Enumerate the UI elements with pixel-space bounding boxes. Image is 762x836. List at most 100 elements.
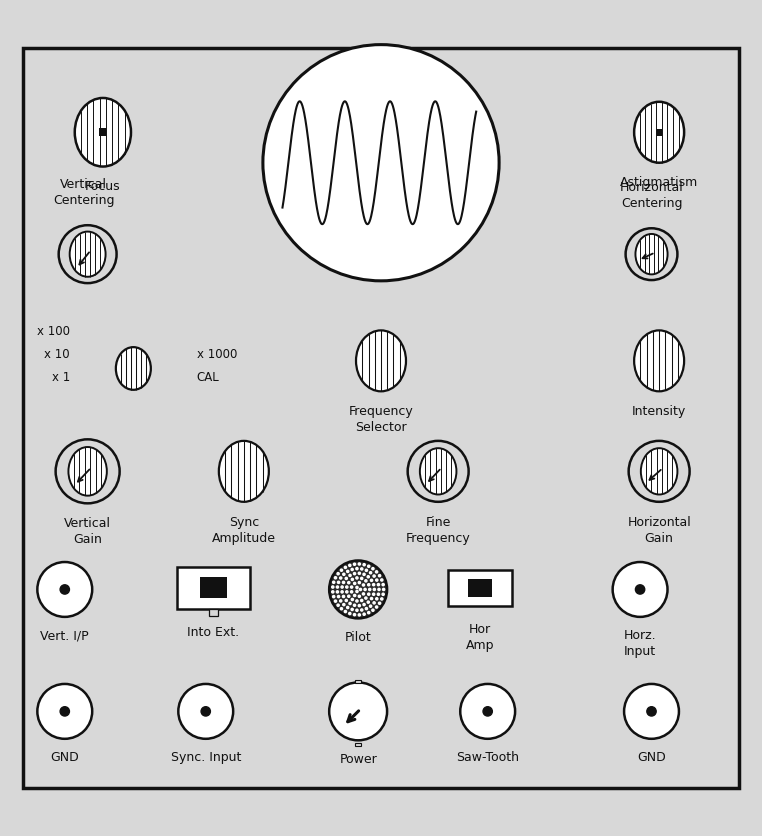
Circle shape <box>376 606 378 608</box>
Circle shape <box>369 589 371 590</box>
Circle shape <box>329 560 387 619</box>
Circle shape <box>636 585 645 594</box>
Text: Focus: Focus <box>85 181 120 193</box>
Circle shape <box>347 606 349 609</box>
Text: x 10: x 10 <box>44 349 70 361</box>
FancyBboxPatch shape <box>656 129 662 136</box>
Circle shape <box>376 579 378 581</box>
Text: Vertical
Gain: Vertical Gain <box>64 517 111 546</box>
Circle shape <box>341 569 343 571</box>
Circle shape <box>354 614 356 616</box>
Circle shape <box>342 581 344 584</box>
Ellipse shape <box>69 232 106 277</box>
Circle shape <box>379 574 381 577</box>
Text: x 1000: x 1000 <box>197 349 237 361</box>
Circle shape <box>360 599 363 602</box>
Ellipse shape <box>69 447 107 496</box>
Circle shape <box>367 565 370 568</box>
Circle shape <box>379 602 381 604</box>
Circle shape <box>338 595 340 598</box>
Circle shape <box>629 441 690 502</box>
Text: x 100: x 100 <box>37 325 70 339</box>
FancyBboxPatch shape <box>177 567 250 609</box>
Circle shape <box>263 44 499 281</box>
Circle shape <box>178 684 233 739</box>
Text: Power: Power <box>339 752 377 766</box>
Circle shape <box>358 572 360 574</box>
Circle shape <box>358 614 360 616</box>
Circle shape <box>373 593 375 595</box>
Circle shape <box>367 611 370 614</box>
Circle shape <box>356 568 358 570</box>
Circle shape <box>337 604 339 606</box>
Circle shape <box>349 574 351 577</box>
Circle shape <box>349 564 351 567</box>
Text: GND: GND <box>637 751 666 764</box>
Ellipse shape <box>219 441 269 502</box>
Circle shape <box>341 608 343 609</box>
Circle shape <box>351 568 354 571</box>
Text: Vert. I/P: Vert. I/P <box>40 629 89 642</box>
Text: GND: GND <box>50 751 79 764</box>
Circle shape <box>338 581 340 584</box>
Text: Vertical
Centering: Vertical Centering <box>53 178 114 207</box>
Ellipse shape <box>116 347 151 390</box>
Circle shape <box>331 591 334 593</box>
Circle shape <box>347 595 350 598</box>
Circle shape <box>364 589 367 590</box>
Circle shape <box>360 589 361 590</box>
FancyBboxPatch shape <box>468 579 492 597</box>
Circle shape <box>356 586 358 589</box>
Text: CAL: CAL <box>197 371 219 384</box>
Circle shape <box>60 706 69 716</box>
Circle shape <box>349 613 351 614</box>
Circle shape <box>358 563 360 565</box>
Circle shape <box>332 595 335 598</box>
Circle shape <box>354 594 356 597</box>
Circle shape <box>381 579 383 581</box>
Text: Astigmatism: Astigmatism <box>620 176 698 190</box>
Circle shape <box>624 684 679 739</box>
Circle shape <box>345 599 347 602</box>
Circle shape <box>360 609 363 611</box>
Circle shape <box>460 684 515 739</box>
Circle shape <box>376 571 378 573</box>
Circle shape <box>343 604 345 606</box>
Ellipse shape <box>636 234 668 274</box>
Circle shape <box>351 586 353 589</box>
Circle shape <box>383 589 385 590</box>
Circle shape <box>347 582 350 584</box>
Circle shape <box>59 225 117 283</box>
Text: Hor
Amp: Hor Amp <box>466 623 495 652</box>
Circle shape <box>341 591 343 593</box>
Circle shape <box>336 586 338 589</box>
Circle shape <box>377 594 379 595</box>
Circle shape <box>367 584 370 586</box>
Circle shape <box>372 568 374 570</box>
Circle shape <box>347 570 349 573</box>
Circle shape <box>344 610 347 613</box>
Circle shape <box>360 578 363 579</box>
Text: Pilot: Pilot <box>344 630 372 644</box>
Circle shape <box>363 604 365 605</box>
Circle shape <box>365 597 367 599</box>
Circle shape <box>351 609 354 610</box>
Text: Horizontal
Gain: Horizontal Gain <box>627 516 691 544</box>
Circle shape <box>382 594 384 595</box>
Circle shape <box>345 578 347 579</box>
Circle shape <box>360 568 363 570</box>
Circle shape <box>341 586 343 589</box>
FancyBboxPatch shape <box>448 569 512 606</box>
Text: Frequency
Selector: Frequency Selector <box>349 405 413 434</box>
Circle shape <box>331 586 334 589</box>
Circle shape <box>363 573 365 575</box>
Circle shape <box>356 590 358 593</box>
Text: Saw-Tooth: Saw-Tooth <box>456 751 519 764</box>
Circle shape <box>370 572 372 573</box>
Circle shape <box>60 585 69 594</box>
Circle shape <box>351 579 354 580</box>
Circle shape <box>337 573 339 575</box>
Circle shape <box>358 582 360 584</box>
Ellipse shape <box>634 330 684 391</box>
Circle shape <box>363 613 365 615</box>
